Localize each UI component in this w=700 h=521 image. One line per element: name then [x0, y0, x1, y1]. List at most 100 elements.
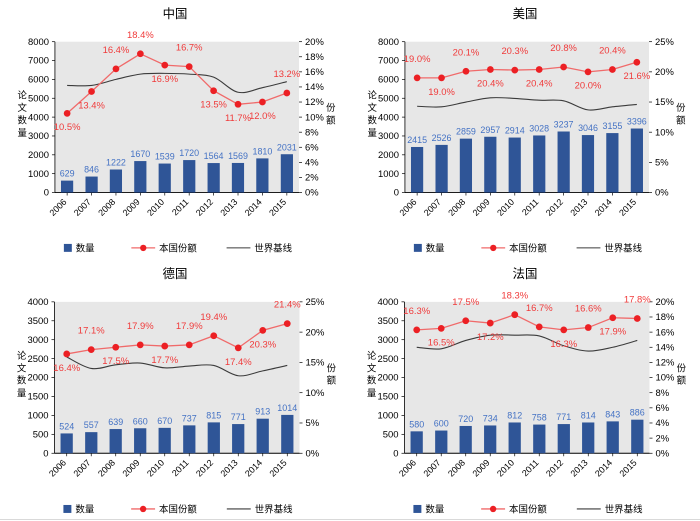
svg-text:0%: 0% — [305, 448, 319, 459]
svg-text:数量: 数量 — [76, 243, 95, 254]
svg-text:本国份额: 本国份额 — [159, 243, 197, 254]
svg-text:14%: 14% — [305, 81, 324, 92]
svg-text:16.4%: 16.4% — [53, 363, 80, 374]
svg-text:629: 629 — [60, 169, 75, 179]
svg-text:论: 论 — [367, 89, 377, 100]
svg-text:2011: 2011 — [520, 458, 541, 479]
svg-text:2500: 2500 — [377, 354, 398, 365]
svg-text:6000: 6000 — [28, 74, 49, 85]
svg-text:2000: 2000 — [27, 373, 48, 384]
svg-text:16.7%: 16.7% — [526, 303, 553, 314]
svg-text:580: 580 — [409, 419, 424, 429]
svg-text:20.4%: 20.4% — [477, 77, 504, 88]
svg-text:15%: 15% — [305, 358, 325, 369]
svg-text:4%: 4% — [655, 418, 669, 429]
svg-text:3000: 3000 — [27, 335, 48, 346]
svg-text:557: 557 — [84, 420, 99, 430]
svg-text:3000: 3000 — [378, 130, 399, 141]
svg-text:17.8%: 17.8% — [624, 295, 651, 306]
svg-text:3155: 3155 — [602, 121, 622, 131]
svg-text:1500: 1500 — [27, 392, 48, 403]
svg-text:1810: 1810 — [252, 146, 272, 156]
svg-text:1539: 1539 — [155, 152, 175, 162]
svg-text:10.5%: 10.5% — [54, 121, 81, 132]
svg-text:2012: 2012 — [194, 458, 215, 479]
svg-text:2012: 2012 — [544, 197, 565, 218]
svg-text:20%: 20% — [305, 327, 325, 338]
svg-text:4000: 4000 — [378, 111, 399, 122]
svg-text:5%: 5% — [655, 157, 669, 168]
svg-text:2%: 2% — [655, 433, 669, 444]
svg-text:0: 0 — [44, 187, 49, 198]
svg-text:论: 论 — [17, 89, 27, 100]
svg-text:25%: 25% — [305, 297, 325, 308]
svg-text:16.3%: 16.3% — [550, 339, 577, 350]
svg-text:4%: 4% — [305, 157, 319, 168]
svg-text:8%: 8% — [655, 388, 669, 399]
svg-text:12%: 12% — [305, 96, 324, 107]
svg-text:20.1%: 20.1% — [453, 46, 480, 57]
svg-text:0%: 0% — [655, 187, 669, 198]
svg-text:17.5%: 17.5% — [102, 356, 129, 367]
svg-text:法国: 法国 — [513, 267, 538, 281]
svg-text:4000: 4000 — [27, 297, 48, 308]
svg-text:3000: 3000 — [377, 335, 398, 346]
svg-text:17.5%: 17.5% — [452, 297, 479, 308]
svg-text:2006: 2006 — [47, 458, 68, 479]
svg-text:846: 846 — [84, 165, 99, 175]
svg-text:10%: 10% — [655, 126, 674, 137]
svg-text:20%: 20% — [655, 66, 674, 77]
svg-text:2000: 2000 — [378, 149, 399, 160]
svg-text:2011: 2011 — [170, 197, 191, 218]
svg-text:17.9%: 17.9% — [176, 321, 203, 332]
svg-text:论: 论 — [367, 350, 377, 362]
svg-text:20%: 20% — [305, 36, 324, 47]
svg-text:2006: 2006 — [397, 458, 418, 479]
svg-text:额: 额 — [327, 375, 337, 387]
svg-text:17.4%: 17.4% — [225, 357, 252, 368]
svg-text:文: 文 — [17, 362, 27, 374]
svg-text:1564: 1564 — [204, 151, 224, 161]
svg-text:1670: 1670 — [130, 149, 150, 159]
svg-text:6%: 6% — [655, 403, 669, 414]
svg-text:数量: 数量 — [426, 243, 445, 254]
svg-text:2013: 2013 — [219, 458, 240, 479]
svg-text:2008: 2008 — [446, 458, 467, 479]
svg-text:2008: 2008 — [96, 197, 117, 218]
svg-text:2008: 2008 — [446, 197, 467, 218]
svg-text:21.4%: 21.4% — [274, 300, 301, 311]
svg-text:中国: 中国 — [163, 6, 188, 21]
svg-text:2415: 2415 — [407, 135, 427, 145]
svg-text:本国份额: 本国份额 — [509, 243, 547, 254]
svg-text:17.7%: 17.7% — [151, 355, 178, 366]
svg-text:1569: 1569 — [228, 151, 248, 161]
svg-text:6%: 6% — [305, 141, 319, 152]
svg-text:量: 量 — [367, 127, 376, 138]
svg-text:份: 份 — [326, 102, 336, 113]
svg-text:2009: 2009 — [120, 458, 141, 479]
svg-text:18%: 18% — [305, 51, 324, 62]
svg-text:18.4%: 18.4% — [127, 29, 154, 40]
svg-text:814: 814 — [581, 410, 596, 420]
svg-text:720: 720 — [458, 414, 473, 424]
svg-text:4000: 4000 — [377, 297, 398, 308]
svg-text:5000: 5000 — [28, 92, 49, 103]
svg-text:2013: 2013 — [218, 197, 239, 218]
svg-text:2526: 2526 — [432, 133, 452, 143]
svg-text:5000: 5000 — [378, 92, 399, 103]
svg-text:16.5%: 16.5% — [428, 337, 455, 348]
svg-text:19.0%: 19.0% — [428, 86, 455, 97]
svg-text:670: 670 — [157, 416, 172, 426]
svg-text:数量: 数量 — [425, 504, 444, 516]
svg-text:812: 812 — [507, 410, 522, 420]
svg-text:2011: 2011 — [520, 197, 541, 218]
svg-text:1000: 1000 — [27, 411, 48, 422]
svg-text:8000: 8000 — [378, 36, 399, 47]
svg-text:3046: 3046 — [578, 123, 598, 133]
svg-text:771: 771 — [556, 412, 571, 422]
svg-text:美国: 美国 — [513, 7, 538, 21]
svg-text:2010: 2010 — [145, 458, 166, 479]
svg-text:758: 758 — [532, 413, 547, 423]
svg-text:600: 600 — [434, 419, 449, 429]
svg-text:16.9%: 16.9% — [151, 73, 178, 84]
